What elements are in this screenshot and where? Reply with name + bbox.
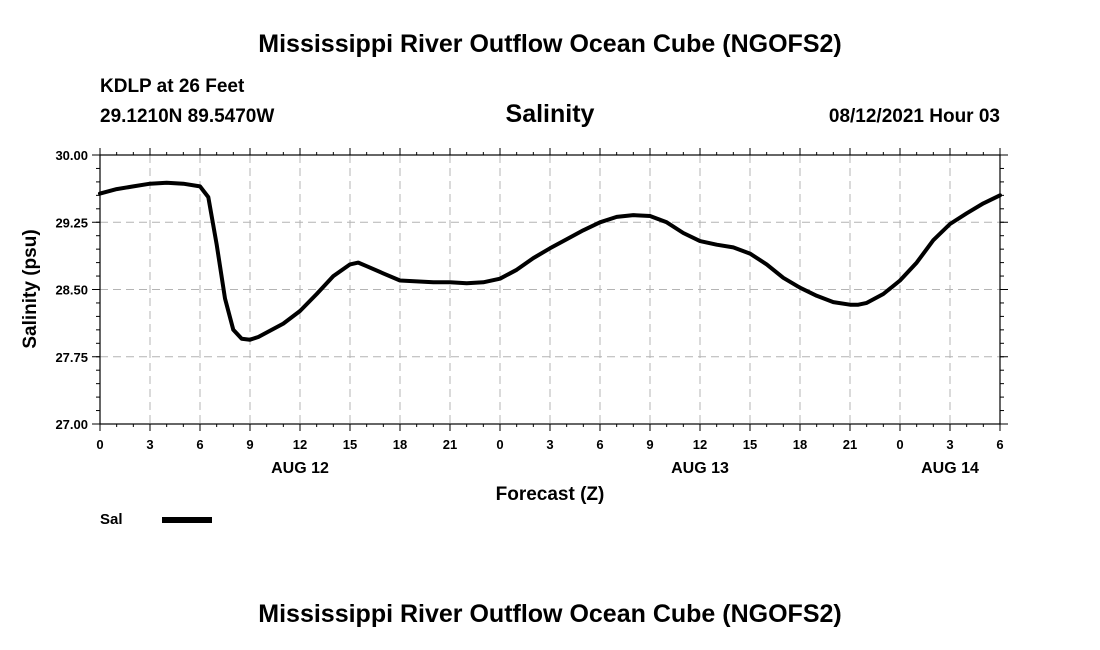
y-tick-label: 27.75 <box>55 350 88 365</box>
grid-lines <box>100 155 1000 424</box>
x-tick-label: 0 <box>896 437 903 452</box>
x-tick-label: 12 <box>293 437 307 452</box>
station-coordinates: 29.1210N 89.5470W <box>100 106 275 127</box>
x-tick-label: 6 <box>996 437 1003 452</box>
x-tick-label: 6 <box>596 437 603 452</box>
x-tick-label: 12 <box>693 437 707 452</box>
x-tick-label: 9 <box>246 437 253 452</box>
y-axis-label: Salinity (psu) <box>20 229 41 348</box>
x-tick-labels: 0 3 6 9 12 15 18 21 0 3 6 9 12 15 18 21 0 3 6 <box>96 437 1003 452</box>
date-labels: AUG 12 AUG 13 AUG 14 <box>271 460 979 477</box>
forecast-datetime: 08/12/2021 Hour 03 <box>828 106 1000 127</box>
x-tick-label: 21 <box>843 437 857 452</box>
date-label: AUG 12 <box>271 460 329 477</box>
x-tick-label: 0 <box>96 437 103 452</box>
x-tick-label: 3 <box>546 437 553 452</box>
y-tick-label: 29.25 <box>55 215 88 230</box>
x-tick-label: 6 <box>196 437 203 452</box>
y-tick-label: 30.00 <box>55 148 88 163</box>
x-tick-label: 3 <box>146 437 153 452</box>
chart-title: Salinity <box>505 100 595 128</box>
x-tick-label: 15 <box>743 437 757 452</box>
y-tick-labels: 30.00 29.25 28.50 27.75 27.00 <box>55 148 88 432</box>
x-tick-label: 18 <box>793 437 807 452</box>
footer-title: Mississippi River Outflow Ocean Cube (NG… <box>258 600 842 628</box>
x-tick-label: 3 <box>946 437 953 452</box>
date-label: AUG 14 <box>921 460 979 477</box>
station-label: KDLP at 26 Feet <box>100 76 245 97</box>
x-axis-label: Forecast (Z) <box>496 484 605 505</box>
plot-frame <box>99 154 1001 425</box>
legend-label-sal: Sal <box>100 511 123 528</box>
y-tick-label: 27.00 <box>55 417 88 432</box>
x-tick-label: 21 <box>443 437 457 452</box>
x-tick-label: 9 <box>646 437 653 452</box>
y-tick-label: 28.50 <box>55 283 88 298</box>
x-tick-label: 18 <box>393 437 407 452</box>
chart-main-title: Mississippi River Outflow Ocean Cube (NG… <box>258 30 842 58</box>
date-label: AUG 13 <box>671 460 729 477</box>
series-line-sal <box>98 180 1002 342</box>
x-tick-label: 15 <box>343 437 357 452</box>
x-tick-label: 0 <box>496 437 503 452</box>
